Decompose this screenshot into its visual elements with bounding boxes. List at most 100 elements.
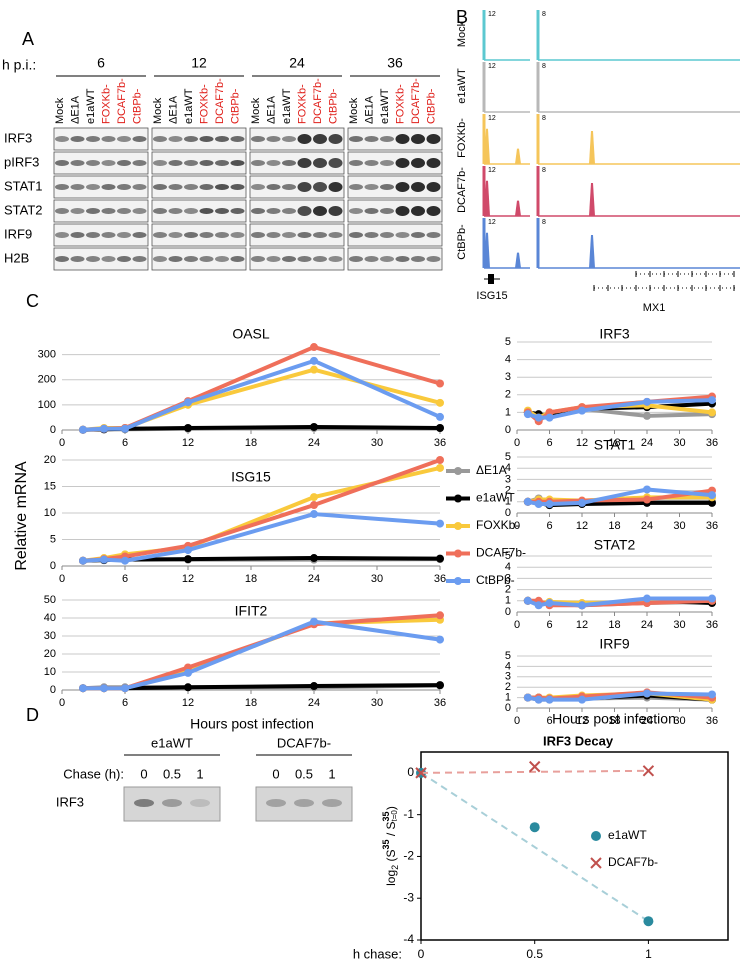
blot-band [55,160,69,166]
blot-frame [151,199,247,223]
blot-band [168,160,183,166]
y-tick-label: 4 [505,561,511,573]
blot-band [153,208,167,214]
blot-band [251,208,265,214]
track-label: FOXKb- [456,118,468,158]
blot-band [55,184,69,190]
blot-band [132,184,147,190]
y-tick-label: 200 [38,374,56,386]
blot-band [117,160,131,166]
x-tick-label: 24 [641,715,653,727]
series-point [436,398,444,407]
series-point [310,493,318,502]
series-point [643,594,651,603]
legend-marker [454,522,462,530]
blot-band [55,208,69,214]
x-tick-label: 0 [418,947,425,961]
lane-label: e1aWT [85,88,97,124]
blot-band [168,208,183,214]
series-point [79,684,87,693]
x-tick-label: 12 [576,520,588,532]
blot-row-label: IRF9 [4,226,32,241]
blot-band [230,232,245,238]
gel-row-label: IRF3 [56,794,84,809]
series-point [310,510,318,519]
x-tick-label: 24 [308,697,320,709]
trend-line [420,769,649,774]
lane-label: CtBPb- [131,88,143,124]
x-tick-label: 6 [122,697,128,709]
x-tick-label: 12 [182,697,194,709]
blot-band [215,256,229,262]
blot-band [282,136,296,142]
series-point [310,356,318,365]
blot-band [395,134,410,144]
y-tick-label: 4 [505,354,511,366]
timepoint-label: 24 [289,55,305,71]
track-peak [515,200,521,216]
series-point [310,501,318,510]
gel-lane-label: 0.5 [163,766,181,781]
blot-band [411,134,425,144]
blot-frame [249,175,345,199]
series-point [310,682,318,691]
y-tick-label: 3 [505,473,511,485]
blot-band [266,184,281,190]
blot-band [297,182,312,192]
blot-band [266,232,281,238]
blot-band [168,256,183,262]
x-tick-label: 18 [608,520,620,532]
x-tick-label: 6 [122,437,128,449]
gel-band [134,799,154,807]
blot-frame [249,223,345,247]
series-point [534,695,543,704]
blot-band [282,232,296,238]
series-point [436,379,444,388]
blot-band [55,136,69,142]
timepoint-label: 12 [191,55,207,71]
x-tick-label: 6 [546,619,552,631]
x-tick-label: 6 [546,715,552,727]
blot-band [364,208,379,214]
gel-frame [255,786,353,822]
blot-band [215,232,229,238]
series-point [310,343,318,352]
blot-frame [249,127,345,151]
panel-label: A [22,29,34,49]
lane-label: CtBPb- [229,88,241,124]
x-tick-label: 30 [673,619,685,631]
point [528,760,541,773]
lane-label: Mock [348,97,360,124]
blot-band [426,158,441,168]
y-tick-label: 0 [505,702,511,714]
legend-label: FOXKb- [476,518,519,532]
blot-band [168,136,183,142]
blot-band [132,256,147,262]
blot-frame [347,127,443,151]
series-point [121,424,129,433]
series-point [545,599,554,608]
track-peak [515,252,521,268]
x-tick-label: 0 [514,520,520,532]
blot-band [380,184,394,190]
series-point [436,423,444,432]
track-scale: 12 [488,167,496,174]
lane-label: ΔE1A [363,95,375,124]
x-tick-label: 0.5 [526,947,543,961]
y-tick-label: 1 [505,595,511,607]
x-tick-label: 6 [546,437,552,449]
series-point [436,463,444,472]
x-tick-label: 36 [706,619,718,631]
point [642,765,655,777]
blot-band [426,206,441,216]
x-tick-label: 18 [608,619,620,631]
track-peak [484,128,490,164]
lane-label: Mock [152,97,164,124]
blot-band [364,184,379,190]
y-label-part: ) [384,806,398,810]
series-line [83,613,441,691]
y-tick-label: 5 [505,650,511,662]
blot-band [297,232,312,238]
x-tick-label: 18 [245,437,257,449]
blot-band [184,160,198,166]
